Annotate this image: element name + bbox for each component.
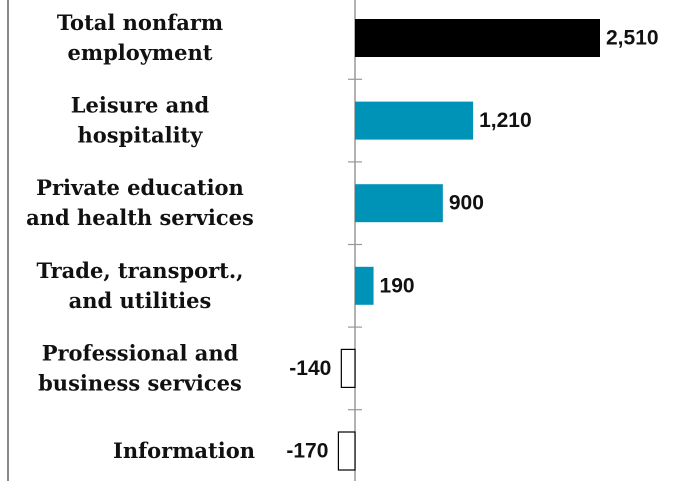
category-label: Information (113, 438, 255, 463)
bar (337, 431, 356, 471)
bar (355, 19, 600, 57)
category-label: Private education and health services (26, 175, 254, 230)
value-label: 900 (449, 192, 484, 215)
value-label: -140 (289, 357, 331, 380)
category-label: Trade, transport., and utilities (37, 258, 244, 313)
value-label: 2,510 (606, 27, 659, 50)
category-label: Leisure and hospitality (71, 93, 210, 148)
value-label: -170 (286, 440, 328, 463)
bar (340, 348, 356, 388)
value-label: 1,210 (479, 109, 532, 132)
bar (355, 266, 374, 305)
category-label: Total nonfarm employment (57, 10, 223, 65)
bar (355, 101, 474, 140)
value-label: 190 (380, 274, 415, 297)
category-label: Professional and business services (38, 340, 242, 395)
bar (355, 184, 443, 223)
